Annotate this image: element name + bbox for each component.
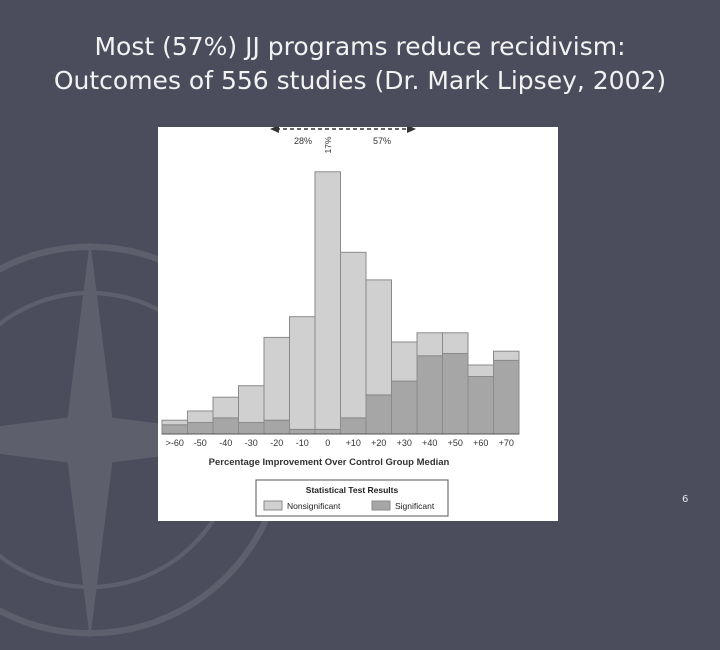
bar-nonsignificant	[340, 251, 367, 419]
slide-title-line-1: Most (57%) JJ programs reduce recidivism…	[94, 32, 626, 61]
bar-significant	[365, 394, 392, 435]
annotation-arrowhead-left	[270, 127, 279, 133]
bar-nonsignificant	[263, 336, 290, 421]
bar-significant	[340, 417, 367, 435]
x-tick-label: +40	[422, 438, 437, 448]
bar-significant	[263, 419, 290, 435]
bar-significant	[161, 424, 188, 435]
annotation-left-pct: 28%	[294, 136, 312, 146]
page-number: 6	[682, 494, 689, 505]
slide-title: Most (57%) JJ programs reduce recidivism…	[0, 30, 720, 98]
x-tick-label: -10	[296, 438, 309, 448]
bar-significant	[493, 359, 520, 435]
x-tick-label: +60	[473, 438, 488, 448]
bar-significant	[467, 376, 494, 435]
x-tick-label: >-60	[166, 438, 184, 448]
legend-swatch-nonsignificant	[263, 500, 283, 511]
bar-nonsignificant	[442, 332, 469, 355]
bar-significant	[416, 355, 443, 435]
annotation-center-pct: 17%	[323, 136, 333, 153]
legend-swatch-significant	[371, 500, 391, 511]
bar-nonsignificant	[289, 316, 316, 430]
histogram-figure: >-60 -50 -40 -30 -20 -10 0 +10 +20 +30 +40 +50 +60 +7…	[158, 127, 558, 521]
legend-box	[255, 479, 449, 517]
x-tick-label: +10	[346, 438, 361, 448]
bar-significant	[314, 428, 341, 435]
bar-nonsignificant	[238, 385, 265, 424]
slide-title-line-2: Outcomes of 556 studies (Dr. Mark Lipsey…	[53, 66, 667, 95]
x-tick-label: -20	[270, 438, 283, 448]
legend-title: Statistical Test Results	[306, 485, 399, 495]
x-tick-label: -30	[245, 438, 258, 448]
bar-nonsignificant	[187, 410, 214, 423]
x-tick-label: 0	[325, 438, 330, 448]
bar-nonsignificant	[493, 350, 520, 361]
bar-nonsignificant	[365, 279, 392, 396]
bar-nonsignificant	[212, 396, 239, 419]
histogram-chart: >-60 -50 -40 -30 -20 -10 0 +10 +20 +30 +40 +50 +60 +7…	[161, 127, 520, 517]
legend-label-nonsignificant: Nonsignificant	[287, 501, 341, 511]
bar-nonsignificant	[416, 332, 443, 357]
bar-nonsignificant	[467, 364, 494, 377]
legend-label-significant: Significant	[395, 501, 435, 511]
bar-nonsignificant	[391, 341, 418, 382]
annotation-right-pct: 57%	[373, 136, 391, 146]
bar-significant	[289, 428, 316, 435]
bar-significant	[391, 380, 418, 435]
x-tick-label: -40	[219, 438, 232, 448]
x-tick-label: +20	[371, 438, 386, 448]
bar-significant	[212, 417, 239, 435]
x-tick-label: +50	[448, 438, 463, 448]
bar-nonsignificant	[161, 419, 188, 426]
x-axis-title: Percentage Improvement Over Control Grou…	[209, 457, 450, 468]
x-tick-label: -50	[194, 438, 207, 448]
bar-nonsignificant	[314, 171, 341, 430]
bar-significant	[238, 422, 265, 435]
annotation-arrowhead-right	[407, 127, 416, 133]
x-tick-label: +30	[397, 438, 412, 448]
bar-significant	[442, 353, 469, 435]
bar-significant	[187, 422, 214, 435]
x-tick-label: +70	[499, 438, 514, 448]
